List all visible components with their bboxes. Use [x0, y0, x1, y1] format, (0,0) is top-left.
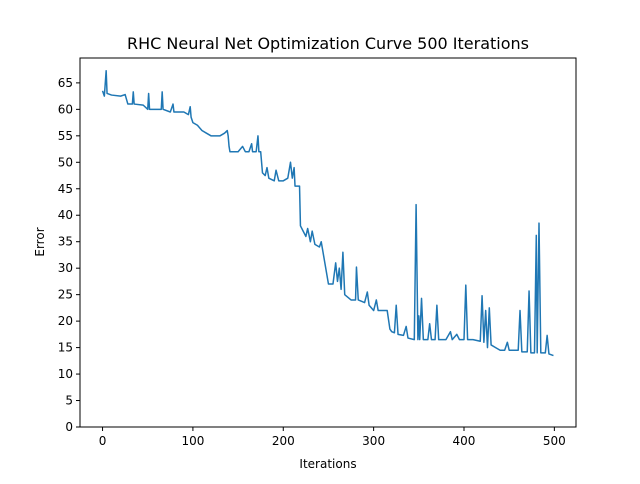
y-tick-label: 45 [58, 182, 73, 196]
y-axis-label: Error [33, 227, 47, 256]
y-tick-label: 0 [65, 420, 73, 434]
y-tick-label: 65 [58, 76, 73, 90]
y-tick-label: 20 [58, 314, 73, 328]
y-tick-label: 55 [58, 129, 73, 143]
x-tick-label: 300 [362, 434, 385, 448]
y-tick-label: 35 [58, 235, 73, 249]
x-tick-label: 100 [181, 434, 204, 448]
y-tick-label: 50 [58, 155, 73, 169]
x-tick-label: 500 [543, 434, 566, 448]
y-tick-label: 60 [58, 102, 73, 116]
chart-title: RHC Neural Net Optimization Curve 500 It… [127, 34, 529, 53]
y-tick-label: 30 [58, 261, 73, 275]
data-line [101, 69, 554, 357]
y-tick-label: 15 [58, 341, 73, 355]
x-tick-label: 0 [99, 434, 107, 448]
y-tick-label: 5 [65, 394, 73, 408]
y-tick-label: 25 [58, 288, 73, 302]
x-axis-label: Iterations [299, 457, 356, 471]
plot-frame [79, 57, 577, 428]
x-tick-label: 200 [272, 434, 295, 448]
y-tick-label: 10 [58, 367, 73, 381]
y-tick-label: 40 [58, 208, 73, 222]
x-tick-label: 400 [453, 434, 476, 448]
